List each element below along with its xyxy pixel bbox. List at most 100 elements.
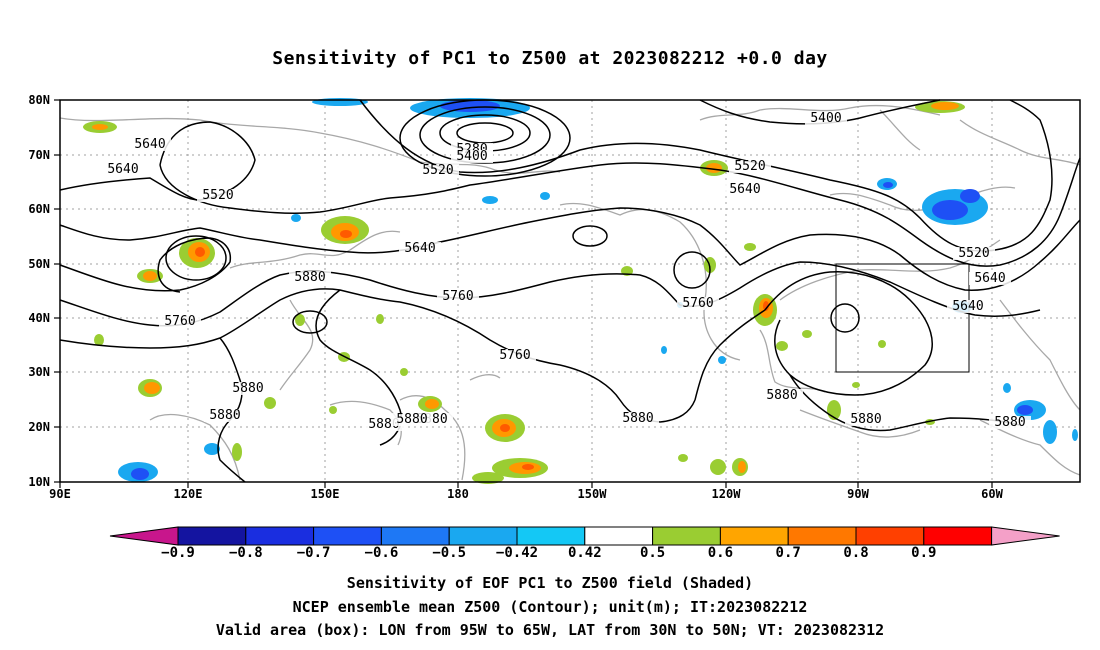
- colorbar-labels: −0.9 −0.8 −0.7 −0.6 −0.5 −0.42 0.42 0.5 0.6 0.7 0.…: [161, 545, 936, 561]
- lon-label: 180: [447, 487, 469, 501]
- colorbar-segment: [787, 526, 857, 546]
- sensitivity-shading: [83, 98, 1078, 484]
- contour-label-bg: [437, 290, 479, 303]
- lat-label: 20N: [28, 420, 50, 434]
- contour-label-bg: [617, 412, 659, 425]
- contour-label-bg: [289, 271, 331, 284]
- contour-label: 5400: [810, 111, 841, 126]
- contour-label-bg: [204, 409, 246, 422]
- colorbar-min-arrow: [109, 526, 179, 546]
- z500-contours: [59, 99, 1081, 483]
- contour-label: 5760: [442, 289, 473, 304]
- contour-label: 5880: [622, 411, 653, 426]
- lon-labels: 90E 120E 150E 180 150W 120W 90W 60W: [49, 487, 1003, 501]
- contour-label-bg: [953, 247, 995, 260]
- contour-label: 5640: [952, 299, 983, 314]
- contour-label-bg: [805, 112, 847, 125]
- lon-label: 120E: [174, 487, 203, 501]
- contour-label-bg: [417, 164, 459, 177]
- caption-line-1: Sensitivity of EOF PC1 to Z500 field (Sh…: [346, 574, 754, 592]
- page-title: Sensitivity of PC1 to Z500 at 2023082212…: [272, 48, 828, 69]
- colorbar-segment: [855, 526, 925, 546]
- contour-label-bg: [761, 389, 803, 402]
- colorbar-segment: [923, 526, 993, 546]
- colorbar-segment: [516, 526, 586, 546]
- colorbar-segment: [719, 526, 789, 546]
- contour-label-bg: [391, 413, 433, 426]
- contour-label: 5880: [396, 412, 427, 427]
- contour-label-bg: [845, 413, 887, 426]
- contour-label: 5760: [499, 348, 530, 363]
- lat-label: 70N: [28, 148, 50, 162]
- colorbar-tick-label: 0.7: [776, 545, 801, 561]
- contour-label-bg: [102, 163, 144, 176]
- gridlines: [60, 100, 1080, 482]
- contour-label: 5640: [729, 182, 760, 197]
- contour-label-bg: [989, 416, 1031, 429]
- colorbar-tick-label: −0.8: [229, 545, 263, 561]
- contour-label-bg: [677, 297, 719, 310]
- contour-label-bg: [129, 138, 171, 151]
- contour-label: 5640: [404, 241, 435, 256]
- contour-label-bg: [969, 272, 1011, 285]
- caption-line-3: Valid area (box): LON from 95W to 65W, L…: [215, 621, 885, 639]
- colorbar-segment: [177, 526, 247, 546]
- colorbar-tick-label: −0.5: [432, 545, 466, 561]
- contour-label: 5880: [850, 412, 881, 427]
- colorbar-tick-label: 0.6: [708, 545, 733, 561]
- lat-label: 40N: [28, 311, 50, 325]
- contour-label-bg: [947, 300, 989, 313]
- contour-label: 5640: [134, 137, 165, 152]
- contour-label: 5880: [994, 415, 1025, 430]
- contour-label: 5520: [202, 188, 233, 203]
- contour-label-bg: [197, 189, 239, 202]
- contour-label-bg: [159, 315, 201, 328]
- contour-label: 5520: [422, 163, 453, 178]
- contour-label-bg: [729, 160, 771, 173]
- map-frame: [59, 99, 1081, 483]
- lon-label: 120W: [712, 487, 742, 501]
- colorbar-tick-label: 0.5: [640, 545, 665, 561]
- lon-label: 60W: [981, 487, 1003, 501]
- lat-label: 30N: [28, 365, 50, 379]
- colorbar-tick-label: 0.42: [568, 545, 602, 561]
- contour-label: 5880: [209, 408, 240, 423]
- lon-label: 90W: [847, 487, 869, 501]
- contour-label: 5400: [456, 149, 487, 164]
- colorbar-tick-label: −0.7: [297, 545, 331, 561]
- contour-label: 5520: [958, 246, 989, 261]
- colorbar-segment: [245, 526, 315, 546]
- contour-label: 5640: [107, 162, 138, 177]
- lat-label: 60N: [28, 202, 50, 216]
- colorbar-segment: [652, 526, 721, 546]
- lon-label: 150W: [578, 487, 608, 501]
- contour-label: 5760: [682, 296, 713, 311]
- colorbar-tick-label: −0.42: [496, 545, 538, 561]
- colorbar-segment: [313, 526, 382, 546]
- contour-label-bg: [494, 349, 536, 362]
- caption-line-2: NCEP ensemble mean Z500 (Contour); unit(…: [292, 598, 808, 616]
- colorbar-tick-label: 0.9: [911, 545, 936, 561]
- axis-ticks: [54, 99, 993, 488]
- lat-label: 80N: [28, 93, 50, 107]
- contour-label-bg: [451, 150, 493, 163]
- lat-label: 50N: [28, 257, 50, 271]
- contour-label-bg: [399, 242, 441, 255]
- colorbar-tick-label: 0.8: [843, 545, 868, 561]
- colorbar-tick-label: −0.6: [365, 545, 399, 561]
- colorbar-segment: [380, 526, 450, 546]
- valid-area-box: [835, 263, 970, 373]
- lon-label: 90E: [49, 487, 71, 501]
- lat-label: 10N: [28, 475, 50, 489]
- lon-label: 150E: [311, 487, 340, 501]
- colorbar-segment: [448, 526, 518, 546]
- contour-label: 5520: [734, 159, 765, 174]
- colorbar-segment: [584, 526, 654, 546]
- contour-label: 5640: [974, 271, 1005, 286]
- contour-label: 5880: [766, 388, 797, 403]
- contour-label-bg: [227, 382, 269, 395]
- contour-label-bg: [724, 183, 766, 196]
- lat-labels: 80N 70N 60N 50N 40N 30N 20N 10N: [28, 93, 50, 489]
- colorbar-max-arrow: [991, 526, 1060, 546]
